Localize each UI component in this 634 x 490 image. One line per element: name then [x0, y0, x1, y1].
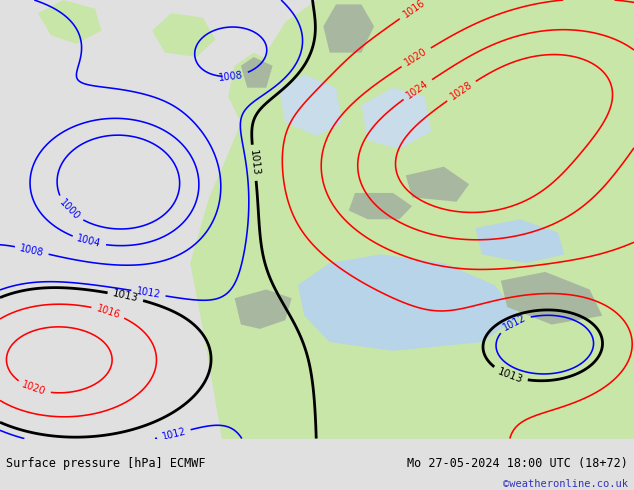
Polygon shape — [298, 254, 520, 351]
Text: 1000: 1000 — [57, 197, 82, 222]
Text: 1020: 1020 — [403, 47, 429, 68]
Text: ©weatheronline.co.uk: ©weatheronline.co.uk — [503, 479, 628, 489]
Text: 1008: 1008 — [19, 243, 45, 258]
Polygon shape — [361, 88, 431, 149]
Polygon shape — [235, 290, 292, 329]
Text: 1016: 1016 — [95, 303, 121, 320]
Polygon shape — [152, 13, 216, 57]
Polygon shape — [222, 373, 634, 439]
Text: 1012: 1012 — [160, 426, 187, 442]
Polygon shape — [317, 0, 412, 79]
Polygon shape — [406, 167, 469, 202]
Polygon shape — [38, 0, 101, 44]
Polygon shape — [190, 0, 634, 439]
Text: Mo 27-05-2024 18:00 UTC (18+72): Mo 27-05-2024 18:00 UTC (18+72) — [407, 457, 628, 469]
Polygon shape — [323, 4, 374, 52]
Polygon shape — [241, 57, 273, 88]
Text: 1028: 1028 — [448, 80, 474, 102]
Polygon shape — [209, 254, 317, 373]
Text: 1013: 1013 — [112, 289, 139, 304]
Polygon shape — [349, 193, 412, 220]
Polygon shape — [279, 74, 342, 136]
Text: 1004: 1004 — [76, 234, 102, 249]
Text: 1016: 1016 — [401, 0, 427, 20]
Text: Surface pressure [hPa] ECMWF: Surface pressure [hPa] ECMWF — [6, 457, 206, 469]
Text: 1008: 1008 — [218, 70, 244, 83]
Text: 1024: 1024 — [404, 78, 430, 100]
Text: 1013: 1013 — [248, 149, 261, 176]
Text: 1013: 1013 — [496, 366, 524, 385]
Polygon shape — [228, 52, 279, 123]
Text: 1012: 1012 — [501, 313, 527, 333]
Polygon shape — [476, 220, 564, 263]
Polygon shape — [501, 272, 602, 324]
Text: 1012: 1012 — [136, 286, 162, 300]
Text: 1020: 1020 — [21, 380, 47, 397]
